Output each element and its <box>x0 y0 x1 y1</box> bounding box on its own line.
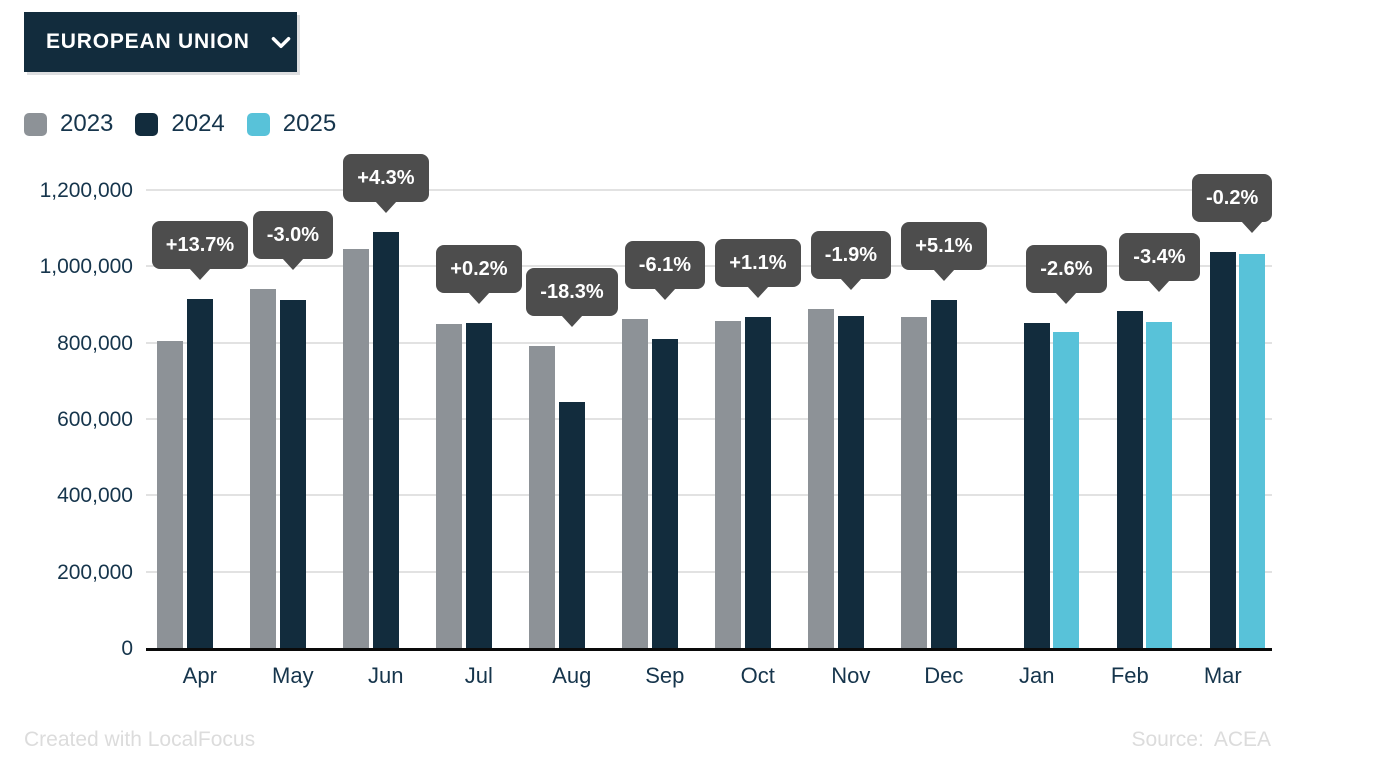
tooltip-oct: +1.1% <box>715 239 801 299</box>
bar-2023-oct[interactable] <box>715 321 742 648</box>
bar-2024-apr[interactable] <box>186 298 213 648</box>
legend-swatch-2024 <box>135 112 159 136</box>
bar-2023-sep[interactable] <box>622 319 649 648</box>
legend-item-2024[interactable]: 2024 <box>135 110 225 138</box>
tooltip-pointer <box>1148 279 1171 292</box>
x-tick-label-apr: Apr <box>182 663 217 688</box>
bar-2024-dec[interactable] <box>930 300 957 648</box>
bar-2023-may[interactable] <box>250 289 277 648</box>
bar-2023-aug[interactable] <box>529 346 556 648</box>
bar-2023-jun[interactable] <box>343 249 370 648</box>
tooltip-pointer <box>467 291 490 304</box>
x-tick-label-aug: Aug <box>552 663 592 688</box>
bar-2023-dec[interactable] <box>901 317 928 648</box>
source-text: Source: ACEA <box>1131 728 1271 752</box>
gridline <box>146 265 1272 268</box>
x-tick-label-dec: Dec <box>924 663 964 688</box>
y-tick-label: 600,000 <box>57 408 133 431</box>
tooltip-pointer <box>746 286 769 299</box>
tooltip-dec: +5.1% <box>901 222 987 282</box>
y-tick-label: 200,000 <box>57 560 133 584</box>
x-tick-label-sep: Sep <box>645 663 685 688</box>
bar-2025-mar[interactable] <box>1239 254 1266 648</box>
x-tick-label-oct: Oct <box>740 663 775 688</box>
y-tick-label: 0 <box>121 637 133 660</box>
legend: 2023 2024 2025 <box>24 110 358 138</box>
legend-item-2025[interactable]: 2025 <box>246 110 337 138</box>
y-tick-label: 1,200,000 <box>39 179 133 202</box>
bar-2024-jan[interactable] <box>1023 323 1050 648</box>
x-tick-label-jan: Jan <box>1019 663 1055 688</box>
gridline <box>146 418 1272 420</box>
bar-2025-feb[interactable] <box>1146 322 1173 648</box>
tooltip-apr: +13.7% <box>151 220 249 280</box>
tooltip-pointer <box>932 269 955 282</box>
legend-item-2023[interactable]: 2023 <box>24 110 113 138</box>
bar-2024-mar[interactable] <box>1209 252 1236 648</box>
x-axis-line <box>146 648 1272 651</box>
x-tick-label-may: May <box>272 663 314 688</box>
legend-label: 2023 <box>60 110 114 137</box>
y-tick-label: 800,000 <box>57 331 133 355</box>
tooltip-jan: -2.6% <box>1026 245 1107 305</box>
tooltip-may: -3.0% <box>252 211 334 271</box>
chevron-down-icon <box>268 29 294 55</box>
bar-2024-nov[interactable] <box>837 315 864 648</box>
bar-2023-apr[interactable] <box>157 340 184 648</box>
legend-swatch-2023 <box>24 112 47 136</box>
x-tick-label-mar: Mar <box>1203 663 1242 688</box>
legend-swatch-2025 <box>246 112 270 136</box>
region-dropdown-label: EUROPEAN UNION <box>46 30 250 53</box>
bar-2024-jul[interactable] <box>465 322 492 648</box>
tooltip-jul: +0.2% <box>436 244 522 304</box>
credit-text: Created with LocalFocus <box>24 728 256 751</box>
x-tick-label-feb: Feb <box>1110 663 1149 688</box>
legend-label: 2025 <box>282 110 337 137</box>
y-tick-label: 1,000,000 <box>39 255 133 279</box>
bar-2024-oct[interactable] <box>744 317 771 648</box>
tooltip-pointer <box>653 288 676 300</box>
gridline <box>146 570 1272 573</box>
bar-2024-may[interactable] <box>279 299 306 648</box>
y-tick-label: 400,000 <box>57 484 133 508</box>
tooltip-pointer <box>188 267 211 280</box>
x-tick-label-jul: Jul <box>464 663 493 688</box>
tooltip-sep: -6.1% <box>624 241 706 300</box>
x-tick-label-jun: Jun <box>368 663 404 688</box>
region-dropdown[interactable]: EUROPEAN UNION <box>24 12 297 72</box>
bar-2024-feb[interactable] <box>1116 310 1143 648</box>
tooltip-aug: -18.3% <box>526 268 618 328</box>
gridline <box>146 189 1272 191</box>
legend-label: 2024 <box>171 110 225 137</box>
bar-2023-nov[interactable] <box>808 309 835 648</box>
tooltip-feb: -3.4% <box>1119 232 1200 292</box>
bar-2025-jan[interactable] <box>1053 331 1080 648</box>
tooltip-pointer <box>1055 292 1078 305</box>
x-tick-label-nov: Nov <box>831 663 871 688</box>
tooltip-mar: -0.2% <box>1192 174 1273 234</box>
bar-2023-jul[interactable] <box>436 323 463 648</box>
tooltip-pointer <box>839 278 862 291</box>
bar-2024-aug[interactable] <box>558 401 585 648</box>
bar-2024-jun[interactable] <box>372 231 399 648</box>
gridline <box>146 494 1272 497</box>
tooltip-pointer <box>374 200 397 213</box>
source-label: Source: <box>1131 728 1204 751</box>
tooltip-pointer <box>281 258 304 271</box>
tooltip-pointer <box>1241 221 1264 234</box>
tooltip-jun: +4.3% <box>343 153 429 213</box>
tooltip-nov: -1.9% <box>810 231 892 291</box>
source-value: ACEA <box>1213 728 1271 751</box>
bar-2024-sep[interactable] <box>651 338 678 648</box>
tooltip-pointer <box>560 315 583 328</box>
gridline <box>146 341 1272 344</box>
